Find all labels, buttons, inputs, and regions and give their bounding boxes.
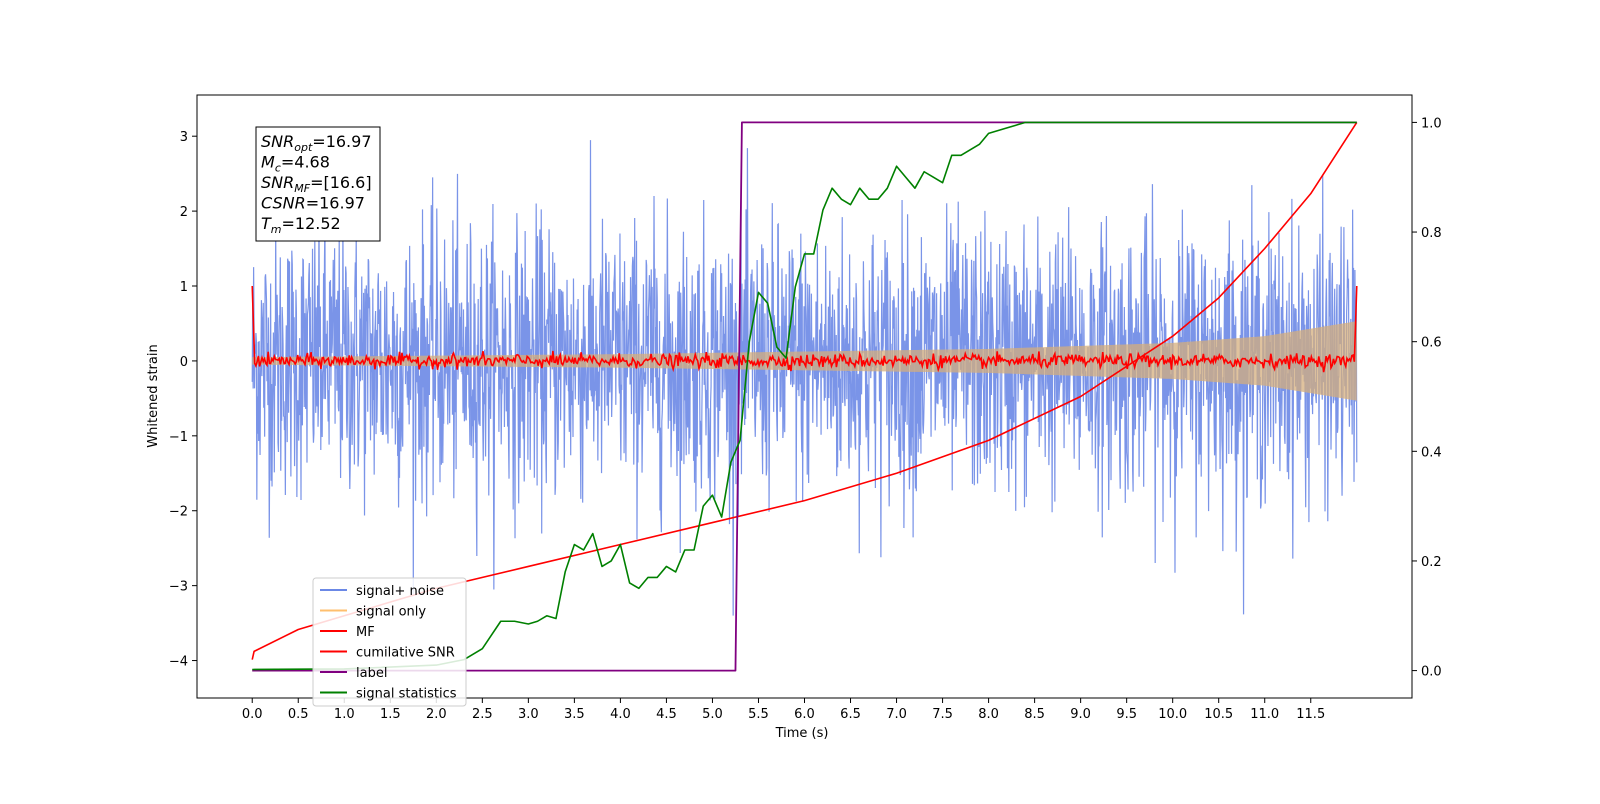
x-tick-label: 5.5 bbox=[748, 707, 769, 722]
y-tick-label-right: 0.0 bbox=[1421, 665, 1442, 680]
x-tick-label: 10.5 bbox=[1204, 707, 1233, 722]
info-box-line: Mc=4.68 bbox=[261, 153, 330, 175]
y-tick-label-left: 0 bbox=[180, 355, 188, 370]
info-box: SNRopt=16.97Mc=4.68SNRMF=[16.6]CSNR=16.9… bbox=[255, 126, 381, 242]
x-tick-label: 2.5 bbox=[472, 707, 493, 722]
x-tick-label: 1.5 bbox=[380, 707, 401, 722]
x-tick-label: 9.5 bbox=[1116, 707, 1137, 722]
y-tick-label-left: 2 bbox=[180, 205, 188, 220]
x-tick-label: 11.5 bbox=[1296, 707, 1325, 722]
y-tick-label-right: 0.6 bbox=[1421, 336, 1442, 351]
y-tick-label-right: 0.8 bbox=[1421, 226, 1442, 241]
x-tick-label: 11.0 bbox=[1250, 707, 1279, 722]
x-axis: 0.0 0.5 1.0 1.5 2.0 2.5 3.0 3.5 4.0 4.5 5.0 5.5 6.0 6… bbox=[242, 698, 1325, 722]
y-tick-label-right: 1.0 bbox=[1421, 116, 1442, 131]
legend-entry-label: signal only bbox=[356, 605, 426, 620]
x-tick-label: 3.5 bbox=[564, 707, 585, 722]
x-tick-label: 4.5 bbox=[656, 707, 677, 722]
legend-entry-label: MF bbox=[356, 625, 375, 640]
y-tick-label-left: −3 bbox=[169, 580, 188, 595]
x-tick-label: 1.0 bbox=[334, 707, 355, 722]
x-axis-label: Time (s) bbox=[775, 726, 829, 741]
legend-entry-label: signal+ noise bbox=[356, 584, 444, 599]
y-tick-label-left: −4 bbox=[169, 655, 188, 670]
series-signal-only-band bbox=[252, 321, 1357, 401]
y-axis-right: 1.0 0.8 0.6 0.4 0.2 0.0 bbox=[1412, 116, 1442, 680]
y-tick-label-left: 1 bbox=[180, 280, 188, 295]
y-tick-label-left: 3 bbox=[180, 130, 188, 145]
x-tick-label: 9.0 bbox=[1070, 707, 1091, 722]
info-box-line: SNRMF=[16.6] bbox=[261, 173, 372, 195]
x-tick-label: 7.5 bbox=[932, 707, 953, 722]
x-tick-label: 3.0 bbox=[518, 707, 539, 722]
y-tick-label-right: 0.2 bbox=[1421, 555, 1442, 570]
legend-entry-label: signal statistics bbox=[356, 687, 457, 702]
series-signal-only-overlap bbox=[252, 321, 1357, 401]
series-signal-statistics bbox=[252, 121, 1357, 671]
info-box-line: Tm=12.52 bbox=[261, 214, 341, 236]
x-tick-label: 0.0 bbox=[242, 707, 263, 722]
series-mf bbox=[251, 285, 1358, 373]
x-tick-label: 5.0 bbox=[702, 707, 723, 722]
info-box-frame bbox=[255, 126, 381, 242]
legend-entry-label: cumilative SNR bbox=[356, 646, 455, 661]
legend-frame bbox=[312, 577, 467, 707]
x-tick-label: 4.0 bbox=[610, 707, 631, 722]
info-box-line: CSNR=16.97 bbox=[261, 194, 365, 213]
x-tick-label: 10.0 bbox=[1158, 707, 1187, 722]
x-tick-label: 2.0 bbox=[426, 707, 447, 722]
x-tick-label: 8.5 bbox=[1024, 707, 1045, 722]
x-tick-label: 8.0 bbox=[978, 707, 999, 722]
x-tick-label: 0.5 bbox=[288, 707, 309, 722]
y-tick-label-right: 0.4 bbox=[1421, 445, 1442, 460]
y-tick-label-left: −2 bbox=[169, 505, 188, 520]
y-axis-label: Whitened strain bbox=[146, 344, 161, 447]
legend: signal+ noise signal only MF cumilative SNR… bbox=[312, 577, 467, 707]
plot-area bbox=[251, 121, 1358, 672]
x-tick-label: 7.0 bbox=[886, 707, 907, 722]
x-tick-label: 6.0 bbox=[794, 707, 815, 722]
y-axis-left: 3 2 1 0 −1 −2 −3 −4 bbox=[169, 130, 197, 670]
x-tick-label: 6.5 bbox=[840, 707, 861, 722]
info-box-line: SNRopt=16.97 bbox=[261, 132, 372, 154]
legend-entry-label: label bbox=[356, 666, 387, 681]
y-tick-label-left: −1 bbox=[169, 430, 188, 445]
